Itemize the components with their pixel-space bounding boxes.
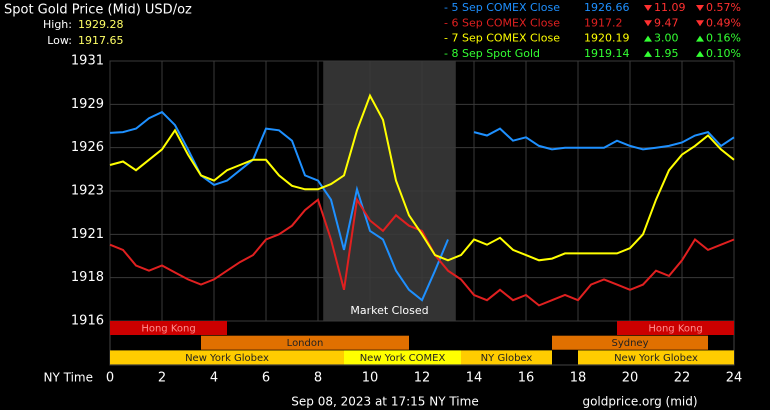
- x-tick-label: 24: [726, 371, 743, 386]
- session-bar: [201, 335, 409, 350]
- session-bar: [552, 335, 708, 350]
- session-label: New York COMEX: [360, 353, 446, 364]
- session-bar: [578, 350, 734, 365]
- x-tick-label: 22: [674, 371, 691, 386]
- price-line: [109, 93, 735, 262]
- price-line: [109, 110, 735, 302]
- price-line: [109, 196, 735, 307]
- legend-close: 1917.2: [584, 16, 623, 29]
- low-label: Low:: [47, 34, 72, 47]
- legend-close: 1926.66: [584, 1, 630, 14]
- legend-change: 3.00: [654, 32, 679, 45]
- y-tick-label: 1923: [71, 184, 104, 199]
- session-label: Sydney: [611, 338, 648, 349]
- change-arrow: [644, 35, 652, 42]
- change-arrow: [644, 5, 652, 11]
- legend-name: - 6 Sep COMEX Close: [444, 16, 560, 29]
- y-tick-label: 1926: [71, 140, 104, 155]
- y-tick-label: 1916: [71, 314, 104, 329]
- x-tick-label: 14: [466, 371, 483, 386]
- chart-title: Spot Gold Price (Mid) USD/oz: [4, 3, 192, 18]
- session-bar: [461, 350, 552, 365]
- footer-left: Sep 08, 2023 at 17:15 NY Time: [291, 395, 478, 409]
- legend-close: 1920.19: [584, 32, 630, 45]
- shade-label: Market Closed: [350, 304, 428, 317]
- change-arrow: [696, 20, 704, 27]
- legend-pct: 0.49%: [706, 16, 741, 29]
- x-tick-label: 18: [570, 371, 587, 386]
- x-tick-label: 6: [262, 371, 270, 386]
- x-tick-label: 0: [106, 371, 114, 386]
- change-arrow: [644, 50, 652, 57]
- legend-name: - 8 Sep Spot Gold: [444, 47, 540, 60]
- x-axis-label: NY Time: [44, 371, 94, 385]
- y-tick-label: 1921: [71, 227, 104, 242]
- y-tick-label: 1931: [71, 54, 104, 69]
- x-tick-label: 20: [622, 371, 639, 386]
- legend-name: - 5 Sep COMEX Close: [444, 1, 560, 14]
- legend-name: - 7 Sep COMEX Close: [444, 32, 560, 45]
- legend-pct: 0.57%: [706, 1, 741, 14]
- session-label: New York Globex: [185, 353, 269, 364]
- session-bar: [110, 350, 344, 365]
- x-tick-label: 16: [518, 371, 535, 386]
- y-tick-label: 1929: [71, 97, 104, 112]
- legend-change: 9.47: [654, 16, 679, 29]
- high-label: High:: [43, 18, 72, 31]
- session-bar: [110, 321, 227, 335]
- x-tick-label: 10: [362, 371, 379, 386]
- session-bar: [344, 350, 461, 365]
- x-tick-label: 12: [414, 371, 431, 386]
- session-bar: [617, 321, 734, 335]
- session-label: Hong Kong: [141, 324, 195, 335]
- x-tick-label: 4: [210, 371, 218, 386]
- x-tick-label: 8: [314, 371, 322, 386]
- footer-right: goldprice.org (mid): [582, 395, 697, 409]
- session-label: London: [287, 338, 324, 349]
- high-value: 1929.28: [78, 18, 124, 31]
- session-label: NY Globex: [481, 353, 533, 364]
- legend-change: 11.09: [654, 1, 686, 14]
- change-arrow: [696, 35, 704, 42]
- legend-pct: 0.16%: [706, 32, 741, 45]
- change-arrow: [696, 50, 704, 57]
- y-tick-label: 1918: [71, 270, 104, 285]
- low-value: 1917.65: [78, 34, 124, 47]
- session-label: Hong Kong: [648, 324, 702, 335]
- x-tick-label: 2: [158, 371, 166, 386]
- session-label: New York Globex: [614, 353, 698, 364]
- legend-change: 1.95: [654, 47, 679, 60]
- legend-pct: 0.10%: [706, 47, 741, 60]
- change-arrow: [644, 20, 652, 27]
- legend-close: 1919.14: [584, 47, 630, 60]
- change-arrow: [696, 5, 704, 11]
